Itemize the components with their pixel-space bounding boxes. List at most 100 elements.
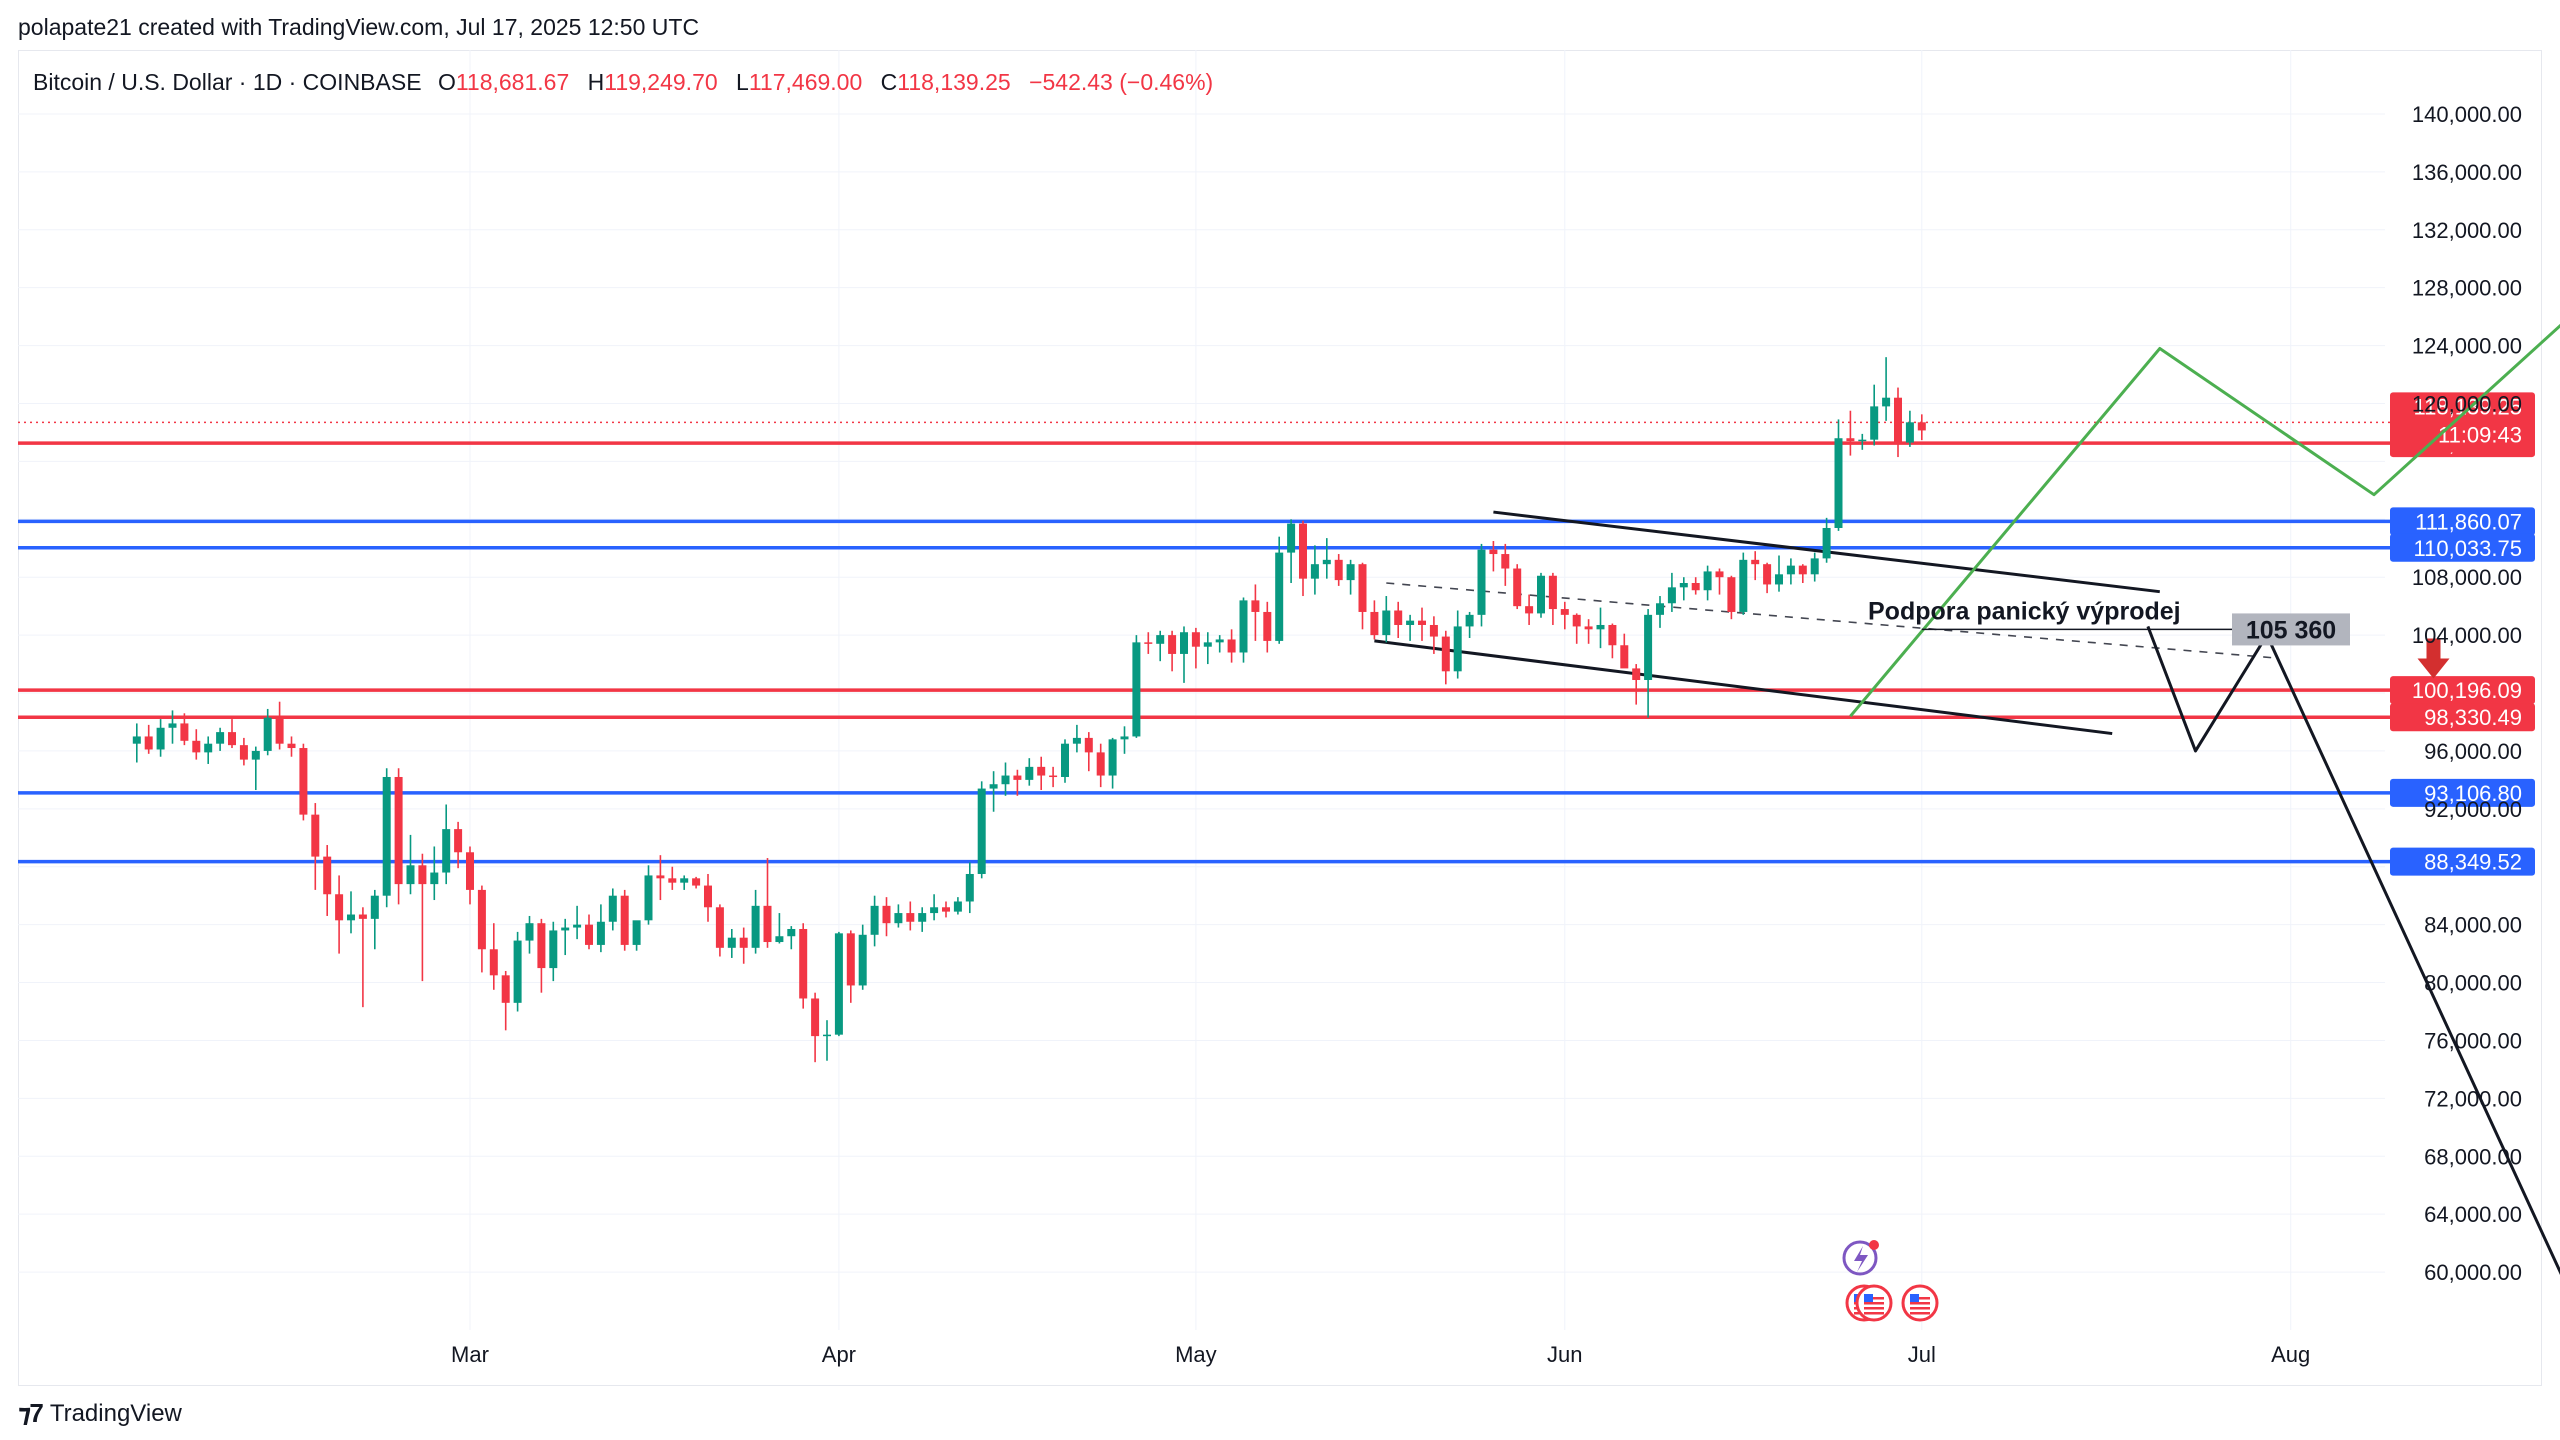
candle-body xyxy=(608,895,617,922)
candle-body xyxy=(1537,575,1545,614)
candle-body xyxy=(489,949,498,976)
candle-body xyxy=(1644,614,1653,680)
us-flag-event-icon-stripe xyxy=(1910,1297,1930,1300)
level-price-tag xyxy=(2390,703,2535,732)
candle-body xyxy=(323,856,332,895)
price-tick-label: 124,000.00 xyxy=(2412,334,2522,359)
us-flag-event-icon-stripe xyxy=(1910,1307,1930,1310)
candle-body xyxy=(811,998,820,1037)
footer-brand: TradingView xyxy=(49,1399,182,1427)
candle-body xyxy=(1334,559,1343,581)
us-flag-event-icon-stripe xyxy=(1910,1312,1930,1315)
price-tick-label: 64,000.00 xyxy=(2424,1202,2522,1227)
candle-body xyxy=(942,907,950,912)
candle-body xyxy=(1120,736,1129,740)
candle-body xyxy=(1025,766,1034,780)
level-price-tag xyxy=(2390,507,2535,536)
channel-mid-dashed-line xyxy=(1386,582,2279,660)
us-flag-event-icon-canton xyxy=(1910,1294,1919,1302)
candle-body xyxy=(585,924,593,945)
event-icons[interactable] xyxy=(1842,1240,1939,1322)
ohlc-change: −542.43 (−0.46%) xyxy=(1029,69,1213,95)
price-tick-label: 96,000.00 xyxy=(2424,739,2522,764)
candle-body xyxy=(1477,549,1486,615)
svg-text:Bitcoin / U.S. Dollar · 1D · C: Bitcoin / U.S. Dollar · 1D · COINBASE O1… xyxy=(33,69,1213,95)
level-price-tag xyxy=(2390,847,2535,876)
ohlc-open-label: O xyxy=(438,69,456,95)
candle-body xyxy=(775,936,784,943)
candle-body xyxy=(1061,743,1069,777)
ohlc-close-label: C xyxy=(881,69,898,95)
candle-body xyxy=(668,878,677,883)
time-tick-label: Apr xyxy=(822,1342,856,1367)
time-tick-label: Jun xyxy=(1547,1342,1582,1367)
candle-body xyxy=(680,878,689,883)
notification-dot-icon xyxy=(1869,1240,1879,1250)
candle-body xyxy=(1894,397,1902,443)
candle-body xyxy=(144,736,153,750)
drawings[interactable]: Podpora panický výprodej 105 360 xyxy=(1374,214,2560,1307)
candle-body xyxy=(870,905,879,935)
candle-body xyxy=(1239,600,1248,653)
price-tick-label: 104,000.00 xyxy=(2412,623,2522,648)
candle-body xyxy=(1108,739,1117,776)
lightning-bolt-icon xyxy=(1854,1246,1868,1272)
candle-body xyxy=(1715,571,1724,578)
annotation-text: Podpora panický výprodej xyxy=(1868,597,2181,625)
candle-body xyxy=(1263,611,1272,641)
candle-body xyxy=(751,905,760,948)
time-tick-label: Mar xyxy=(451,1342,489,1367)
bullish-projection-path xyxy=(1849,323,2560,718)
price-tick-label: 108,000.00 xyxy=(2412,565,2522,590)
candle-body xyxy=(335,894,344,921)
candle-body xyxy=(1679,583,1688,588)
level-price-tag xyxy=(2390,778,2535,807)
us-flag-event-icon-canton xyxy=(1864,1294,1873,1302)
candle-body xyxy=(1572,614,1581,627)
price-tick-label: 132,000.00 xyxy=(2412,218,2522,243)
horizontal-levels[interactable]: 117,266.35111,860.07110,033.75100,196.09… xyxy=(18,392,2535,876)
last-price-tag xyxy=(2390,392,2535,453)
candle-body xyxy=(1203,642,1212,647)
last-price-label: 118,139.25 xyxy=(2414,394,2522,419)
candle-body xyxy=(1525,606,1534,614)
candle-body xyxy=(704,885,712,908)
chart-credit: polapate21 created with TradingView.com,… xyxy=(18,14,699,41)
symbol-legend: Bitcoin / U.S. Dollar · 1D · COINBASE O1… xyxy=(33,69,1213,95)
candles xyxy=(132,357,1926,1063)
candle-body xyxy=(525,923,534,941)
candle-body xyxy=(989,784,998,789)
candle-body xyxy=(1584,626,1593,630)
candle-body xyxy=(1394,610,1403,625)
tradingview-logo-icon: ⁊7 xyxy=(18,1398,44,1428)
price-tick-label: 68,000.00 xyxy=(2424,1144,2522,1169)
candle-body xyxy=(1501,554,1510,569)
ohlc-open: 118,681.67 xyxy=(456,69,569,95)
candle-body xyxy=(1013,775,1022,780)
candle-body xyxy=(906,913,915,922)
annotation-price-label: 105 360 xyxy=(2246,616,2336,644)
candle-body xyxy=(430,872,439,885)
price-axis[interactable]: 140,000.00 136,000.00 132,000.00 128,000.00… xyxy=(2412,102,2522,1285)
level-price-label: 98,330.49 xyxy=(2424,705,2522,730)
candle-body xyxy=(834,933,843,1035)
candle-body xyxy=(823,1034,831,1037)
candle-body xyxy=(1882,397,1891,407)
last-price-countdown: 11:09:43 xyxy=(2438,422,2522,447)
candle-body xyxy=(192,740,201,753)
time-axis[interactable]: Mar Apr May Jun Jul Aug xyxy=(451,1342,2310,1367)
candle-body xyxy=(1429,624,1438,637)
lightning-event-icon xyxy=(1842,1240,1878,1276)
candle-body xyxy=(1156,635,1165,644)
ohlc-close: 118,139.25 xyxy=(897,69,1010,95)
candle-body xyxy=(620,895,629,945)
candle-body xyxy=(1096,752,1105,776)
candle-body xyxy=(358,914,367,919)
price-tick-label: 60,000.00 xyxy=(2424,1260,2522,1285)
footer: ⁊7 TradingView xyxy=(18,1398,182,1429)
candle-body xyxy=(1846,438,1855,442)
candle-body xyxy=(1596,624,1605,630)
candle-body xyxy=(1180,632,1188,654)
price-tick-label: 140,000.00 xyxy=(2412,102,2522,127)
